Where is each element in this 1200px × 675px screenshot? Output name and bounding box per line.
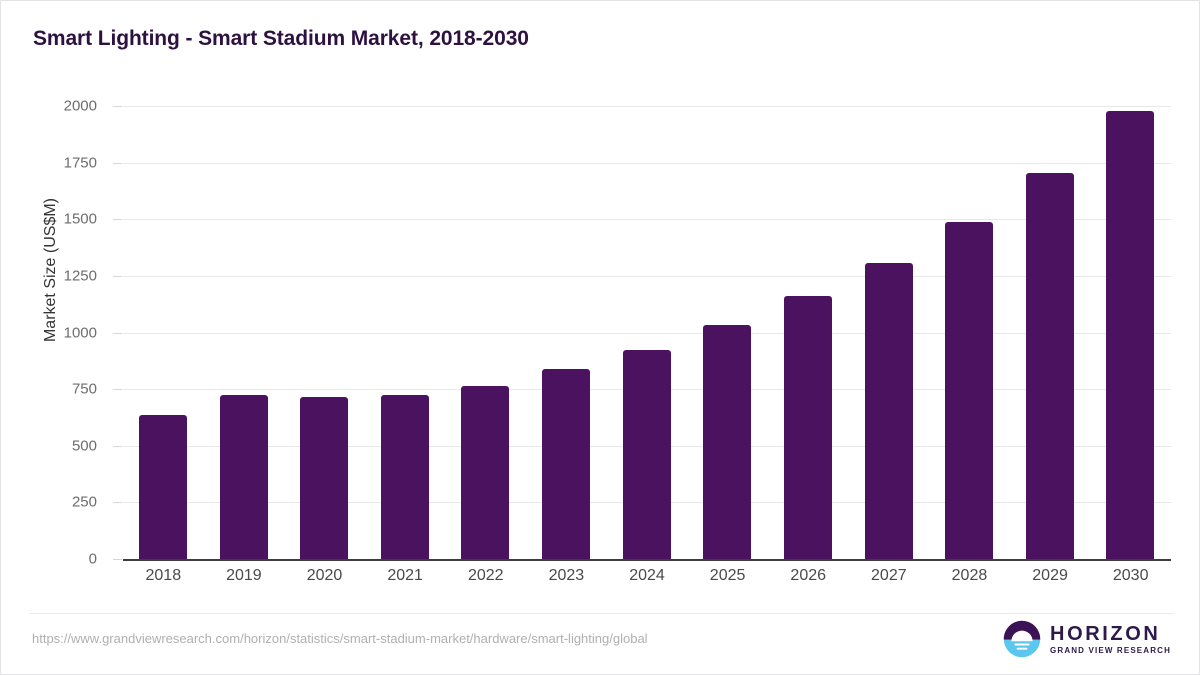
y-axis-tick-label: 1750 <box>63 154 97 172</box>
bar[interactable] <box>139 414 187 559</box>
y-axis-tick-label: 250 <box>71 493 97 511</box>
gridline <box>123 162 1171 164</box>
x-axis-tick-label: 2018 <box>145 567 182 584</box>
y-axis-tick-mark <box>113 219 122 221</box>
bar-slot <box>768 106 849 559</box>
y-axis-tick-label: 1000 <box>63 324 97 341</box>
bar[interactable] <box>703 325 752 559</box>
bar-slot <box>284 106 365 559</box>
y-axis-tick-labels: 0 250 500 750 1000 1250 1500 1750 2000 <box>1 98 122 568</box>
horizon-logo-text: HORIZON GRAND VIEW RESEARCH <box>1050 624 1171 655</box>
logo-wordmark: HORIZON <box>1050 622 1161 645</box>
y-axis-tick-label: 1250 <box>63 267 97 285</box>
bar-slot <box>849 106 930 559</box>
bar[interactable] <box>300 396 349 559</box>
bar-slot <box>365 106 446 559</box>
gridline <box>123 332 1171 334</box>
x-axis-tick-label: 2028 <box>951 567 988 584</box>
x-axis-tick-label: 2026 <box>790 567 827 584</box>
gridline <box>123 275 1171 277</box>
gridline <box>123 219 1171 221</box>
y-axis-tick-mark <box>113 332 122 334</box>
bar[interactable] <box>622 349 671 559</box>
y-axis-tick-label: 2000 <box>63 97 97 115</box>
bar-slot <box>607 106 688 559</box>
y-axis-tick-label: 1500 <box>63 210 97 228</box>
x-axis-line <box>123 559 1171 561</box>
y-axis-tick-mark <box>113 559 122 560</box>
bar-slot <box>1090 106 1171 559</box>
y-axis-tick-label: 500 <box>71 437 97 455</box>
bar[interactable] <box>380 394 429 559</box>
x-axis-tick-label: 2027 <box>871 567 907 584</box>
gridline <box>123 106 1171 107</box>
bar[interactable] <box>783 296 832 559</box>
x-axis-tick-label: 2019 <box>226 567 262 584</box>
bar-slot <box>929 106 1010 559</box>
bar[interactable] <box>461 385 510 559</box>
x-axis-tick-label: 2021 <box>387 567 423 584</box>
x-axis-tick-label: 2030 <box>1112 567 1149 584</box>
x-axis-tick-labels: 2018 2019 2020 2021 2022 2023 2024 2025 2026 2027… <box>123 567 1171 597</box>
footer-divider <box>29 613 1174 614</box>
bar-slot <box>687 106 768 559</box>
chart-title: Smart Lighting - Smart Stadium Market, 2… <box>33 27 529 50</box>
x-axis-tick-label: 2020 <box>306 567 343 584</box>
y-axis-tick-label: 750 <box>71 380 97 398</box>
y-axis-tick-mark <box>113 502 122 504</box>
bar-series <box>123 106 1171 559</box>
y-axis-tick-mark <box>113 389 122 391</box>
bar-slot <box>204 106 285 559</box>
y-axis-tick-label: 0 <box>88 550 97 568</box>
horizon-logo-icon <box>1003 620 1041 658</box>
x-axis-tick-label: 2025 <box>709 567 746 584</box>
x-axis-tick-label: 2022 <box>467 567 504 584</box>
bar[interactable] <box>219 394 268 559</box>
x-axis-tick-label: 2023 <box>548 567 585 584</box>
x-axis-tick-label: 2024 <box>629 567 665 584</box>
y-axis-tick-mark <box>113 445 122 447</box>
x-axis-tick-label: 2029 <box>1032 567 1068 584</box>
y-axis-tick-mark <box>113 275 122 277</box>
bar[interactable] <box>542 368 591 559</box>
source-url-link[interactable]: https://www.grandviewresearch.com/horizo… <box>32 631 648 646</box>
bar-slot <box>1010 106 1091 559</box>
horizon-logo: HORIZON GRAND VIEW RESEARCH <box>1003 617 1171 661</box>
logo-tagline: GRAND VIEW RESEARCH <box>1050 645 1171 655</box>
bar[interactable] <box>945 221 994 559</box>
bar[interactable] <box>1106 111 1155 559</box>
bar-slot <box>526 106 607 559</box>
bar-slot <box>123 106 204 559</box>
bar[interactable] <box>1025 172 1074 559</box>
y-axis-tick-mark <box>113 106 122 107</box>
y-axis-tick-mark <box>113 162 122 164</box>
bar[interactable] <box>864 263 913 559</box>
bar-slot <box>445 106 526 559</box>
